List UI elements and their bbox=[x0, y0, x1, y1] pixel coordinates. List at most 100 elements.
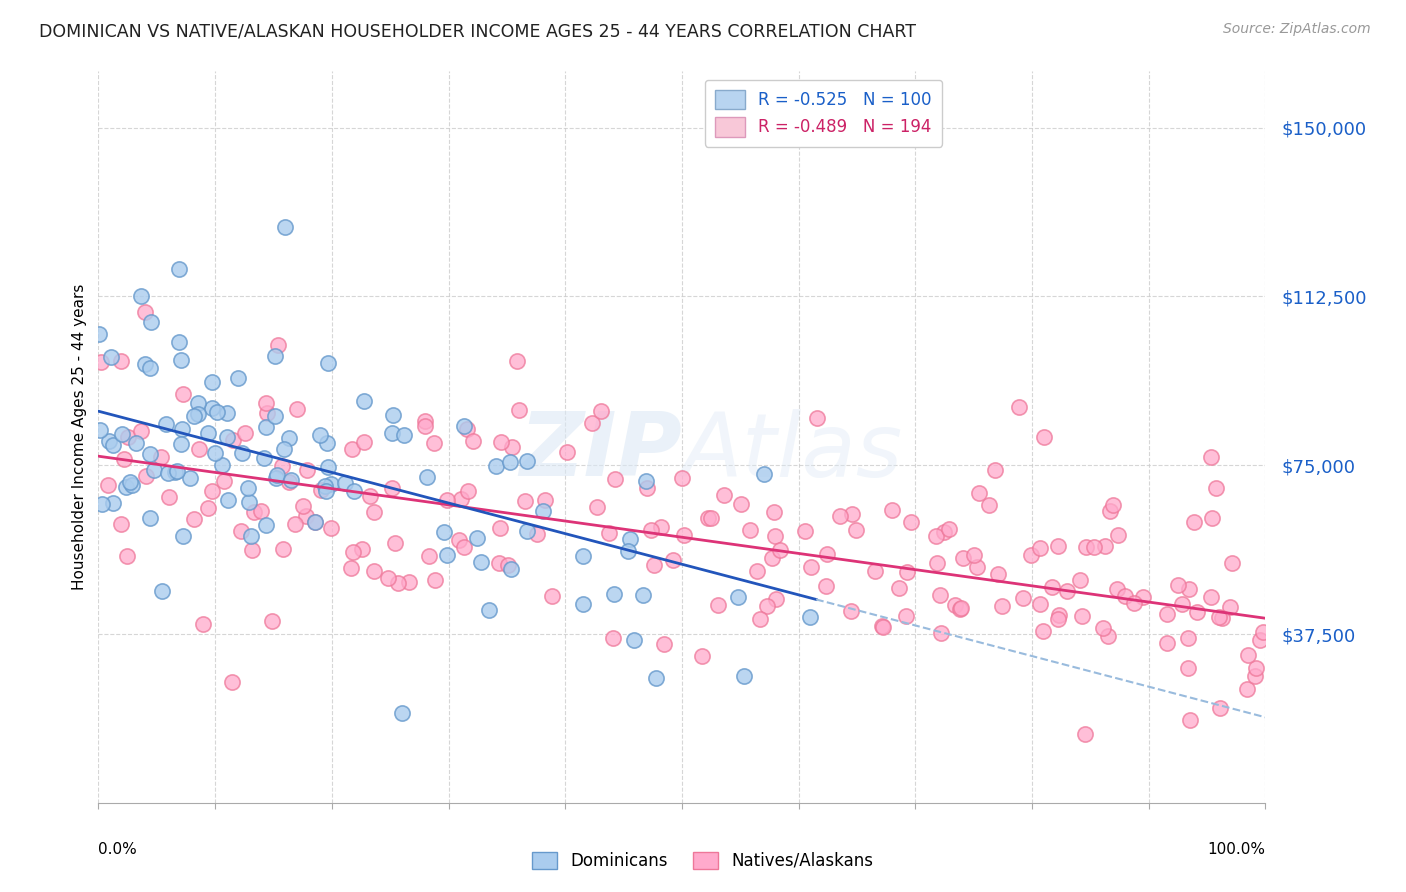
Point bbox=[793, 524, 815, 539]
Point bbox=[141, 315, 163, 329]
Point bbox=[187, 396, 209, 410]
Point bbox=[134, 357, 156, 371]
Point bbox=[226, 371, 249, 385]
Text: ZIP: ZIP bbox=[519, 409, 682, 495]
Point bbox=[1243, 669, 1265, 683]
Point bbox=[284, 516, 307, 531]
Point bbox=[433, 524, 456, 539]
Point bbox=[100, 350, 122, 364]
Point bbox=[1132, 847, 1154, 861]
Point bbox=[887, 581, 910, 595]
Point bbox=[179, 471, 201, 485]
Point bbox=[304, 516, 326, 530]
Point bbox=[769, 542, 792, 557]
Point bbox=[1251, 624, 1274, 639]
Point bbox=[352, 541, 374, 556]
Point bbox=[740, 524, 762, 538]
Point bbox=[450, 492, 472, 507]
Point bbox=[387, 575, 409, 590]
Point bbox=[1167, 578, 1189, 592]
Point bbox=[932, 525, 955, 540]
Point bbox=[652, 636, 675, 650]
Point bbox=[381, 481, 404, 495]
Point bbox=[1098, 504, 1121, 518]
Point bbox=[489, 434, 512, 449]
Point bbox=[273, 542, 295, 557]
Point bbox=[1019, 548, 1042, 562]
Point bbox=[217, 493, 239, 508]
Point bbox=[872, 620, 894, 634]
Point bbox=[1029, 541, 1052, 555]
Point bbox=[949, 602, 972, 616]
Point bbox=[191, 616, 214, 631]
Point bbox=[747, 564, 769, 578]
Point bbox=[143, 463, 166, 477]
Point bbox=[1132, 590, 1154, 604]
Point bbox=[929, 625, 952, 640]
Point bbox=[205, 405, 228, 419]
Text: DOMINICAN VS NATIVE/ALASKAN HOUSEHOLDER INCOME AGES 25 - 44 YEARS CORRELATION CH: DOMINICAN VS NATIVE/ALASKAN HOUSEHOLDER … bbox=[39, 22, 917, 40]
Point bbox=[800, 560, 823, 574]
Point bbox=[617, 544, 640, 558]
Point bbox=[314, 479, 336, 493]
Point bbox=[662, 553, 685, 567]
Point bbox=[987, 566, 1010, 581]
Point bbox=[453, 418, 475, 433]
Point bbox=[204, 446, 226, 460]
Point bbox=[270, 459, 292, 474]
Point bbox=[97, 478, 120, 492]
Point bbox=[763, 505, 786, 519]
Point bbox=[217, 406, 239, 420]
Point bbox=[238, 481, 260, 495]
Point bbox=[266, 468, 288, 483]
Point bbox=[97, 434, 120, 449]
Point bbox=[498, 558, 520, 573]
Legend: R = -0.525   N = 100, R = -0.489   N = 194: R = -0.525 N = 100, R = -0.489 N = 194 bbox=[706, 79, 942, 146]
Point bbox=[485, 458, 508, 473]
Point bbox=[157, 491, 180, 505]
Point bbox=[1185, 605, 1208, 619]
Point bbox=[882, 503, 904, 517]
Point bbox=[1071, 608, 1094, 623]
Point bbox=[256, 406, 278, 420]
Point bbox=[1249, 632, 1271, 647]
Point bbox=[125, 435, 148, 450]
Point bbox=[187, 442, 209, 457]
Point bbox=[894, 608, 917, 623]
Point bbox=[1208, 609, 1230, 624]
Point bbox=[453, 540, 475, 554]
Point bbox=[841, 507, 863, 521]
Point bbox=[110, 516, 132, 531]
Point bbox=[297, 463, 319, 477]
Point bbox=[700, 511, 723, 525]
Point bbox=[342, 544, 364, 558]
Point bbox=[1211, 611, 1233, 625]
Point bbox=[167, 262, 190, 277]
Point bbox=[342, 442, 364, 456]
Point bbox=[363, 505, 385, 519]
Point bbox=[339, 561, 361, 575]
Point bbox=[977, 498, 1000, 512]
Point bbox=[316, 460, 339, 475]
Point bbox=[1177, 631, 1199, 645]
Point bbox=[1097, 629, 1119, 643]
Point bbox=[752, 467, 775, 481]
Point bbox=[900, 515, 922, 529]
Point bbox=[929, 588, 952, 602]
Point bbox=[673, 528, 696, 542]
Point bbox=[231, 524, 253, 538]
Point bbox=[197, 501, 219, 516]
Point bbox=[845, 523, 868, 537]
Point bbox=[465, 531, 488, 545]
Point bbox=[863, 564, 886, 578]
Point bbox=[135, 468, 157, 483]
Point bbox=[1032, 624, 1054, 638]
Point bbox=[449, 533, 471, 547]
Point bbox=[1040, 580, 1063, 594]
Point bbox=[112, 452, 135, 467]
Point bbox=[117, 430, 139, 444]
Point bbox=[1178, 582, 1201, 596]
Point bbox=[263, 349, 285, 363]
Point bbox=[172, 422, 194, 436]
Point bbox=[139, 361, 162, 376]
